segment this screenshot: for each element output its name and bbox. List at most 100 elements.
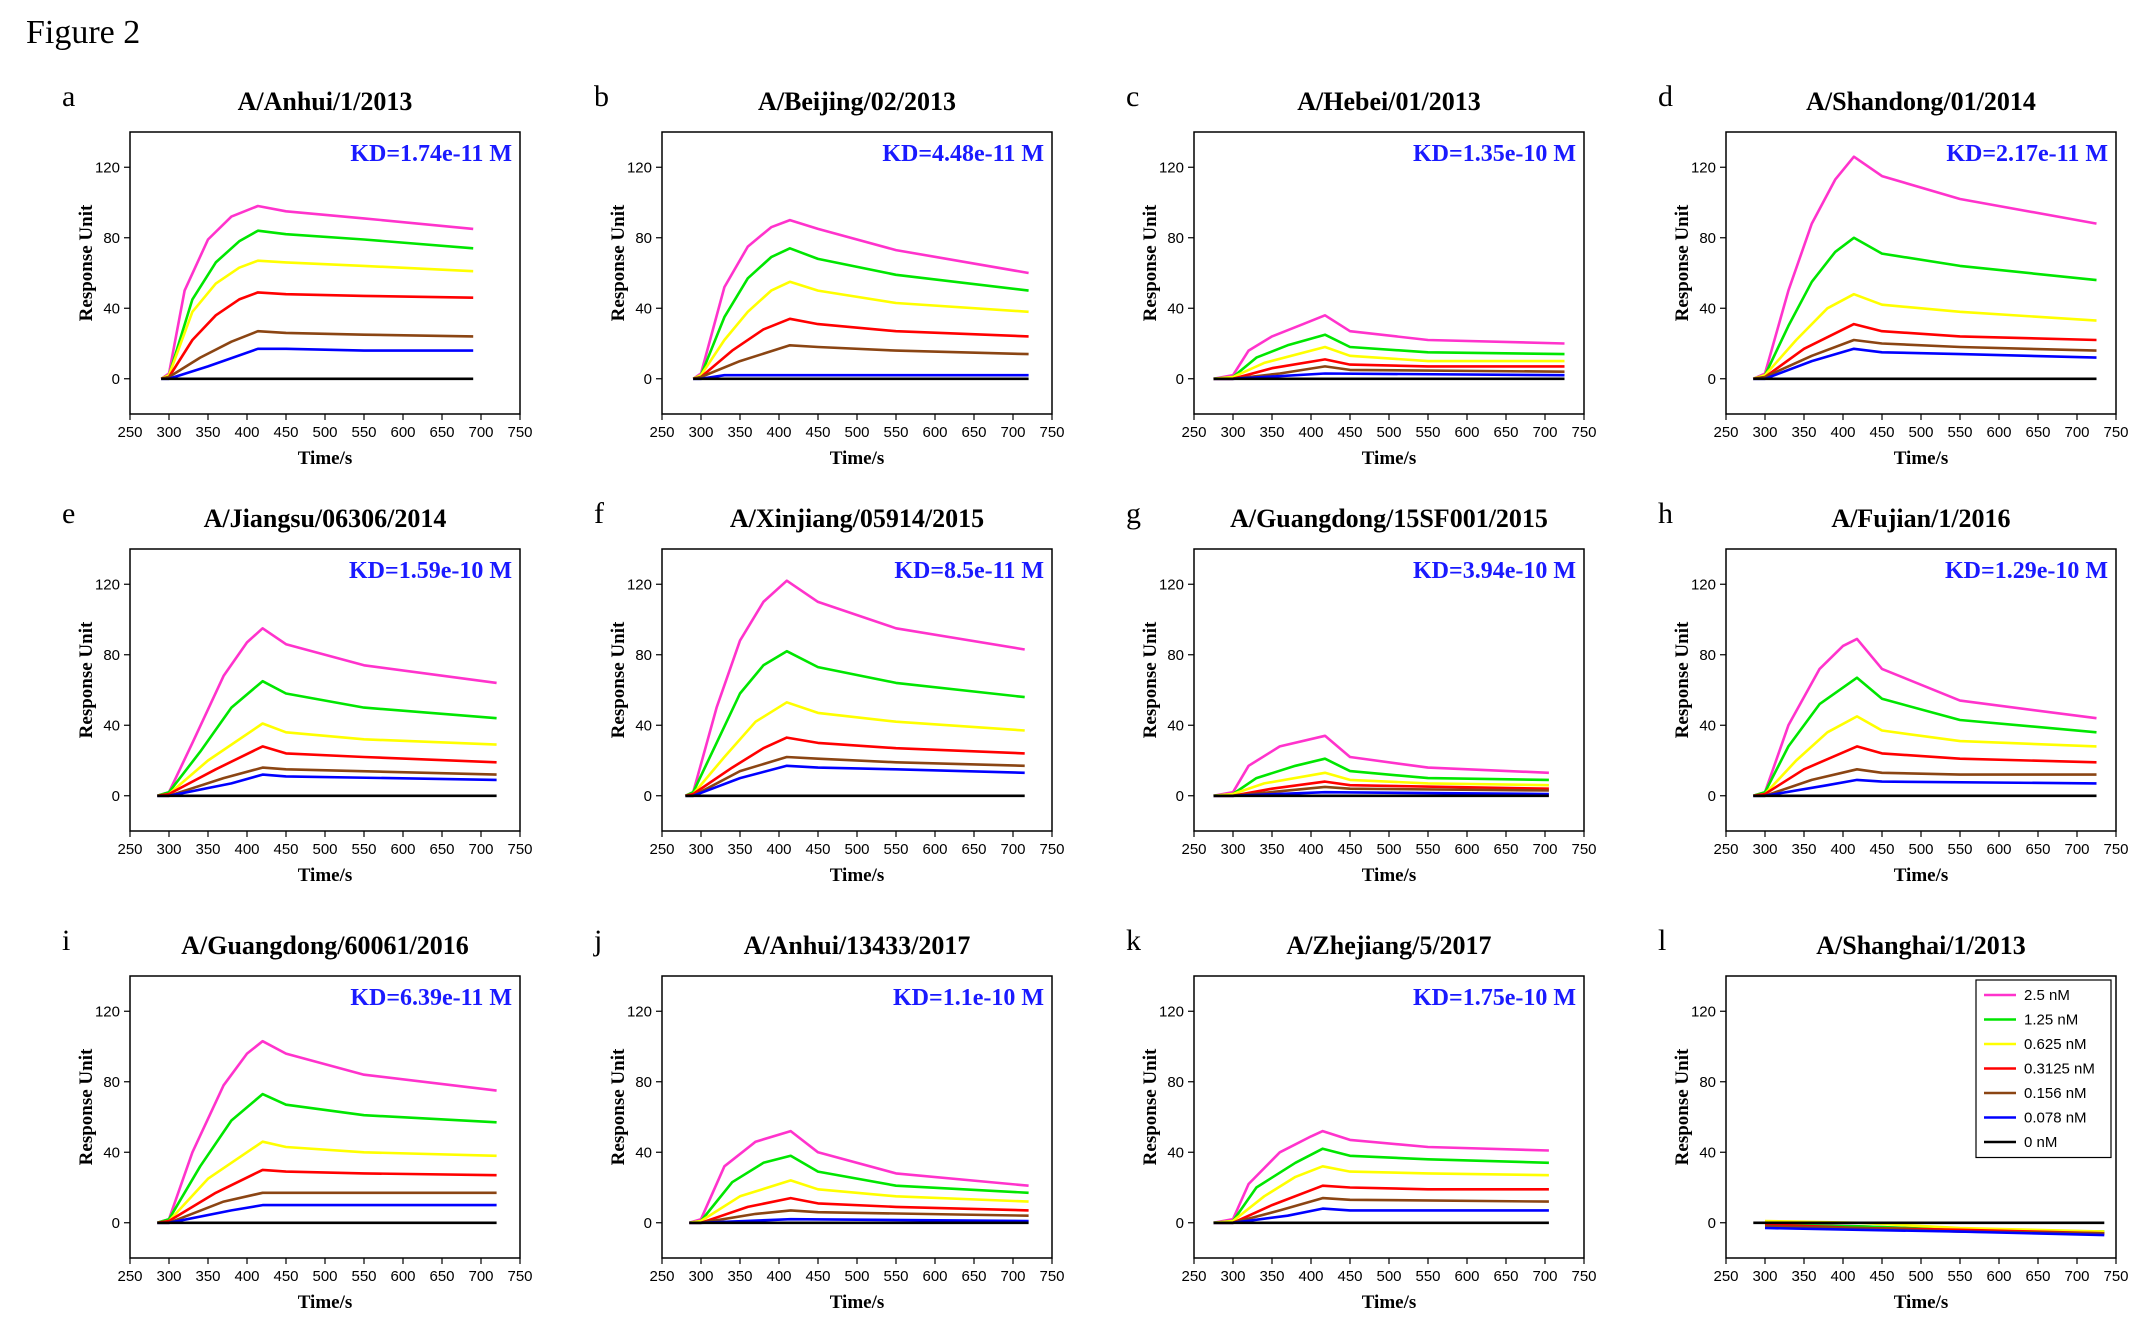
- kd-annotation: KD=8.5e-11 M: [894, 558, 1044, 584]
- x-tick-label: 700: [2064, 1268, 2089, 1285]
- x-tick-label: 300: [156, 1268, 181, 1285]
- kd-annotation: KD=1.1e-10 M: [893, 985, 1044, 1011]
- x-tick-label: 600: [922, 1268, 947, 1285]
- y-tick-label: 0: [644, 788, 652, 805]
- chart-title: A/Guangdong/60061/2016: [181, 931, 469, 960]
- x-tick-label: 600: [1986, 841, 2011, 858]
- y-axis-label: Response Unit: [1672, 621, 1693, 738]
- x-tick-label: 350: [727, 424, 752, 441]
- series-line-1: [689, 1154, 1029, 1225]
- chart-title: A/Shandong/01/2014: [1806, 87, 2036, 116]
- figure-title: Figure 2: [26, 14, 141, 51]
- x-tick-label: 650: [1493, 1268, 1518, 1285]
- series-line-4: [692, 343, 1029, 381]
- y-tick-label: 80: [1699, 647, 1716, 664]
- series-line-5: [1764, 1226, 2105, 1237]
- y-tick-label: 120: [1691, 1003, 1716, 1020]
- y-tick-label: 0: [644, 1215, 652, 1232]
- x-tick-label: 650: [961, 1268, 986, 1285]
- x-tick-label: 400: [1830, 424, 1855, 441]
- series-line-2: [160, 259, 474, 380]
- y-tick-label: 0: [112, 1215, 120, 1232]
- x-tick-label: 400: [1830, 841, 1855, 858]
- x-axis-label: Time/s: [298, 865, 353, 886]
- x-tick-label: 250: [1181, 841, 1206, 858]
- legend-label: 0.625 nM: [2024, 1036, 2087, 1053]
- panel-letter: h: [1658, 497, 1673, 530]
- kd-annotation: KD=1.74e-11 M: [350, 141, 512, 167]
- x-axis-label: Time/s: [1894, 448, 1949, 469]
- x-tick-label: 700: [2064, 841, 2089, 858]
- x-tick-label: 650: [961, 424, 986, 441]
- x-tick-label: 550: [883, 841, 908, 858]
- x-axis-label: Time/s: [1894, 865, 1949, 886]
- series-line-3: [1213, 1184, 1549, 1225]
- panel-letter: b: [594, 80, 609, 113]
- panel-l: l A/Shanghai/1/2013 250 300 350 400 450 500 550 6…: [1636, 914, 2145, 1334]
- y-tick-label: 80: [103, 230, 120, 247]
- series-line-4: [157, 766, 497, 798]
- series-line-5: [1753, 347, 2097, 381]
- y-tick-label: 120: [95, 1003, 120, 1020]
- y-tick-label: 120: [1691, 576, 1716, 593]
- y-axis-label: Response Unit: [76, 621, 97, 738]
- x-axis-label: Time/s: [830, 1292, 885, 1313]
- x-tick-label: 300: [1752, 841, 1777, 858]
- panel-letter: j: [593, 924, 602, 957]
- panel-letter: i: [62, 924, 70, 957]
- series-line-0: [688, 1129, 1029, 1225]
- chart-title: A/Hebei/01/2013: [1297, 87, 1480, 116]
- chart-title: A/Guangdong/15SF001/2015: [1230, 504, 1548, 533]
- x-tick-label: 750: [507, 1268, 532, 1285]
- y-tick-label: 40: [103, 300, 120, 317]
- panel-letter: g: [1126, 497, 1141, 530]
- x-axis-label: Time/s: [1362, 865, 1417, 886]
- x-tick-label: 600: [390, 424, 415, 441]
- x-tick-label: 300: [156, 424, 181, 441]
- panel-letter: d: [1658, 80, 1673, 113]
- x-tick-label: 400: [234, 424, 259, 441]
- x-tick-label: 400: [1830, 1268, 1855, 1285]
- x-tick-label: 300: [688, 841, 713, 858]
- x-tick-label: 300: [1220, 424, 1245, 441]
- y-tick-label: 0: [112, 371, 120, 388]
- x-tick-label: 500: [844, 424, 869, 441]
- y-tick-label: 0: [644, 371, 652, 388]
- x-tick-label: 350: [1791, 424, 1816, 441]
- chart-title: A/Zhejiang/5/2017: [1286, 931, 1491, 960]
- y-tick-label: 120: [627, 576, 652, 593]
- panel-f: f A/Xinjiang/05914/2015 250 300 350 400 450 500…: [572, 487, 1102, 907]
- kd-annotation: KD=3.94e-10 M: [1413, 558, 1576, 584]
- x-tick-label: 600: [390, 1268, 415, 1285]
- panel-letter: f: [594, 497, 604, 530]
- y-tick-label: 40: [635, 1144, 652, 1161]
- x-tick-label: 750: [1039, 424, 1064, 441]
- legend-label: 0.3125 nM: [2024, 1061, 2095, 1078]
- x-tick-label: 700: [1000, 1268, 1025, 1285]
- y-tick-label: 120: [95, 576, 120, 593]
- x-axis-label: Time/s: [830, 865, 885, 886]
- x-tick-label: 750: [2103, 1268, 2128, 1285]
- y-tick-label: 80: [1699, 230, 1716, 247]
- x-tick-label: 500: [312, 424, 337, 441]
- x-tick-label: 600: [922, 424, 947, 441]
- x-tick-label: 450: [805, 841, 830, 858]
- x-tick-label: 500: [844, 1268, 869, 1285]
- x-tick-label: 250: [1181, 424, 1206, 441]
- panel-letter: c: [1126, 80, 1139, 113]
- x-tick-label: 750: [1039, 1268, 1064, 1285]
- series-line-1: [156, 679, 497, 798]
- panel-i: i A/Guangdong/60061/2016 250 300 350 400 450 50…: [40, 914, 570, 1334]
- x-tick-label: 350: [1259, 424, 1284, 441]
- y-tick-label: 80: [1167, 1074, 1184, 1091]
- y-tick-label: 0: [1176, 371, 1184, 388]
- x-tick-label: 700: [468, 424, 493, 441]
- series-line-0: [156, 627, 497, 798]
- x-tick-label: 700: [1532, 424, 1557, 441]
- x-tick-label: 300: [1752, 1268, 1777, 1285]
- y-tick-label: 0: [1176, 1215, 1184, 1232]
